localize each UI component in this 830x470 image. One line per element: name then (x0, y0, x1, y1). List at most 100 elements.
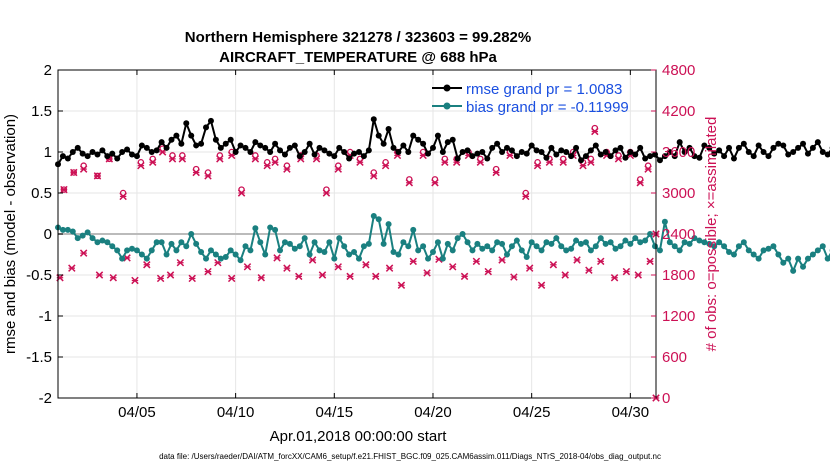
bias-point (503, 251, 510, 258)
bias-point (508, 243, 515, 250)
y-axis-label-left: rmse and bias (model - observation) (2, 114, 19, 354)
obs-assimilated-point (192, 168, 200, 177)
bias-point (573, 237, 580, 244)
rmse-point (632, 151, 639, 158)
obs-assimilated-point (405, 179, 414, 187)
bias-point (183, 243, 190, 250)
data-file-footnote: data file: /Users/raeder/DAI/ATM_forcXX/… (159, 452, 661, 461)
bias-point (721, 243, 728, 250)
rmse-point (410, 132, 417, 139)
rmse-point (543, 154, 550, 161)
bias-point (701, 239, 708, 246)
bias-point (642, 237, 649, 244)
rmse-point (809, 144, 816, 151)
obs-assimilated-point (119, 192, 127, 201)
obs-assimilated-point (143, 261, 151, 269)
rmse-point (795, 144, 802, 151)
rmse-point (740, 140, 747, 147)
bias-point (474, 240, 481, 247)
rmse-point (479, 149, 486, 155)
obs-assimilated-point (409, 257, 417, 266)
obs-assimilated-point (362, 261, 370, 269)
bias-point (518, 247, 525, 254)
rmse-point (316, 144, 323, 151)
bias-point (612, 245, 619, 252)
bias-point (129, 245, 136, 252)
bias-point (617, 243, 624, 250)
bias-point (198, 249, 205, 256)
rmse-point (69, 149, 76, 155)
rmse-point (395, 149, 402, 155)
bias-point (740, 239, 747, 246)
rmse-point (380, 140, 387, 147)
bias-point (138, 251, 145, 258)
bias-point (306, 251, 313, 258)
bias-point (602, 240, 609, 247)
obs-assimilated-point (95, 271, 104, 279)
rmse-point (203, 124, 210, 131)
rmse-point (74, 144, 81, 151)
bias-point (390, 249, 397, 256)
obs-assimilated-point (492, 168, 500, 177)
rmse-point (489, 144, 496, 151)
bias-point (726, 249, 733, 256)
rmse-point (676, 139, 683, 146)
bias-point (257, 239, 264, 246)
bias-point (735, 243, 742, 250)
obs-assimilated-point (68, 264, 76, 272)
y-tick-label-right: 0 (662, 390, 670, 407)
bias-point (711, 243, 718, 250)
bias-point (780, 259, 787, 266)
rmse-point (538, 149, 545, 155)
y-axis-label-right: # of obs: o=possible; ×=assimilated (703, 117, 720, 352)
rmse-point (449, 136, 456, 143)
obs-assimilated-point (168, 155, 177, 163)
bias-point (661, 218, 668, 225)
bias-point (582, 239, 589, 246)
rmse-point (755, 142, 762, 149)
obs-assimilated-point (549, 261, 558, 269)
bias-point (178, 239, 185, 246)
bias-point (434, 239, 441, 246)
obs-assimilated-point (243, 263, 252, 271)
obs-assimilated-point (597, 257, 605, 266)
bias-point (188, 231, 195, 237)
bias-point (755, 255, 762, 262)
bias-point (385, 221, 392, 228)
rmse-point (178, 140, 185, 147)
rmse-point (800, 140, 807, 147)
rmse-point (138, 142, 145, 149)
bias-point (513, 237, 520, 244)
bias-point (652, 243, 659, 250)
bias-point (691, 235, 698, 242)
bias-point (676, 247, 683, 254)
obs-assimilated-point (356, 158, 364, 166)
bias-point (94, 239, 101, 246)
obs-assimilated-point (156, 274, 165, 283)
bias-point (163, 251, 170, 258)
bias-point (301, 235, 308, 242)
rmse-point (262, 144, 269, 151)
rmse-point (780, 142, 787, 149)
rmse-point (439, 149, 446, 155)
bias-point (686, 240, 693, 247)
rmse-point (691, 153, 698, 160)
bias-point (232, 251, 239, 258)
rmse-point (198, 140, 205, 147)
rmse-point (119, 149, 126, 155)
obs-assimilated-point (263, 161, 271, 170)
rmse-point (114, 155, 121, 162)
bias-point (346, 251, 353, 258)
bias-point (469, 247, 476, 254)
rmse-point (730, 155, 737, 162)
bias-point (439, 255, 446, 262)
obs-assimilated-point (510, 273, 518, 281)
obs-assimilated-point (579, 161, 587, 170)
bias-point (548, 240, 555, 247)
rmse-point (785, 151, 792, 158)
obs-assimilated-point (522, 192, 530, 201)
obs-assimilated-point (283, 165, 291, 173)
chart-title-line2: AIRCRAFT_TEMPERATURE @ 688 hPa (219, 49, 497, 66)
bias-point (341, 243, 348, 250)
rmse-point (735, 144, 742, 151)
